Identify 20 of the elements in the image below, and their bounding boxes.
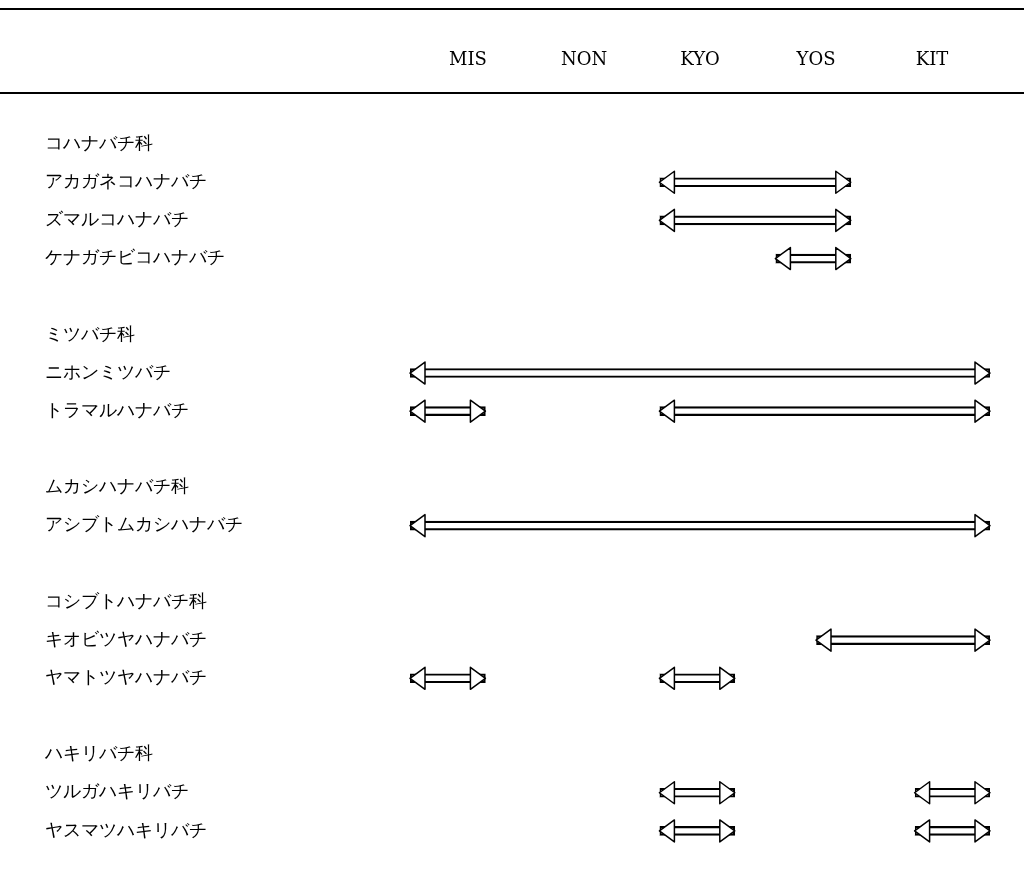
text: KYO — [680, 47, 720, 69]
y-tick-label: コハナバチ科 — [45, 131, 153, 153]
text: NON — [560, 47, 608, 69]
y-tick-label: ハキリバチ科 — [44, 742, 153, 764]
y-tick-label: ニホンミツバチ — [45, 360, 171, 382]
y-tick-label: ヤスマツハキリバチ — [45, 818, 207, 840]
y-tick-label: ケナガチビコハナバチ — [45, 246, 225, 268]
y-tick-label: ヤマトツヤハナバチ — [45, 665, 207, 687]
y-tick-label: アシブトムカシハナバチ — [45, 513, 243, 535]
y-tick-label: アカガネコハナバチ — [45, 169, 207, 191]
y-tick-label: コシブトハナバチ科 — [45, 589, 207, 611]
y-tick-label: ミツバチ科 — [45, 322, 135, 344]
y-tick-label: ムカシハナバチ科 — [45, 475, 189, 497]
y-tick-label: キオビツヤハナバチ — [45, 627, 207, 649]
text: YOS — [795, 47, 836, 69]
y-tick-label: ズマルコハナバチ — [45, 208, 189, 230]
text: MIS — [449, 47, 487, 69]
text: KIT — [915, 47, 949, 69]
y-tick-label: トラマルハナバチ — [45, 398, 189, 420]
y-tick-label: ツルガハキリバチ — [45, 780, 189, 802]
